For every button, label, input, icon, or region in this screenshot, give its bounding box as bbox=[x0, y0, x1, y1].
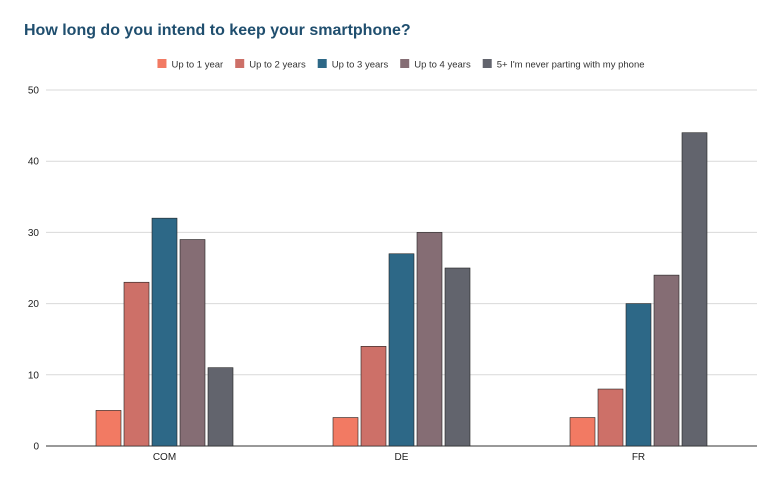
bar-com-series-2 bbox=[123, 281, 150, 447]
y-tick-label: 20 bbox=[28, 299, 40, 310]
legend-swatch bbox=[157, 59, 167, 68]
legend-label: 5+ I'm never parting with my phone bbox=[497, 60, 645, 71]
legend-item: Up to 1 year bbox=[157, 59, 223, 71]
x-axis-ticks: COM DE FR bbox=[153, 452, 645, 463]
bar-com-series-5 bbox=[207, 367, 234, 447]
legend-item: Up to 3 years bbox=[317, 59, 389, 71]
bars bbox=[95, 132, 708, 447]
bar-com-series-3 bbox=[151, 217, 178, 447]
legend-swatch bbox=[400, 59, 410, 68]
legend-swatch bbox=[235, 59, 245, 68]
bar-fr-series-5 bbox=[681, 132, 708, 447]
y-axis-ticks: 0 10 20 30 40 50 bbox=[28, 86, 40, 453]
legend-label: Up to 4 years bbox=[414, 60, 471, 71]
x-tick-label: FR bbox=[632, 452, 645, 463]
bar-com-series-4 bbox=[179, 239, 206, 447]
legend-swatch bbox=[482, 59, 492, 68]
chart-title: How long do you intend to keep your smar… bbox=[24, 22, 411, 39]
bar-com-series-1 bbox=[95, 410, 122, 447]
bar-de-series-5 bbox=[444, 267, 471, 447]
x-tick-label: COM bbox=[153, 452, 176, 463]
legend-item: 5+ I'm never parting with my phone bbox=[482, 59, 645, 71]
bar-de-series-2 bbox=[360, 346, 387, 447]
bar-de-series-3 bbox=[388, 253, 415, 447]
bar-de-series-4 bbox=[416, 232, 443, 447]
legend-label: Up to 3 years bbox=[332, 60, 389, 71]
bar-de-series-1 bbox=[332, 417, 359, 447]
bar-fr-series-4 bbox=[653, 274, 680, 447]
y-tick-label: 40 bbox=[28, 157, 40, 168]
x-tick-label: DE bbox=[395, 452, 409, 463]
bar-fr-series-1 bbox=[569, 417, 596, 447]
legend-item: Up to 2 years bbox=[235, 59, 306, 71]
bar-fr-series-3 bbox=[625, 303, 652, 447]
legend-swatch bbox=[317, 59, 327, 68]
legend-item: Up to 4 years bbox=[400, 59, 471, 71]
legend-label: Up to 2 years bbox=[249, 60, 306, 71]
y-tick-label: 50 bbox=[28, 86, 40, 97]
legend-label: Up to 1 year bbox=[171, 60, 223, 71]
legend: Up to 1 year Up to 2 years Up to 3 years Up… bbox=[157, 59, 645, 71]
y-tick-label: 30 bbox=[28, 228, 40, 239]
y-tick-label: 10 bbox=[28, 370, 40, 381]
y-tick-label: 0 bbox=[33, 442, 39, 453]
bar-fr-series-2 bbox=[597, 388, 624, 447]
